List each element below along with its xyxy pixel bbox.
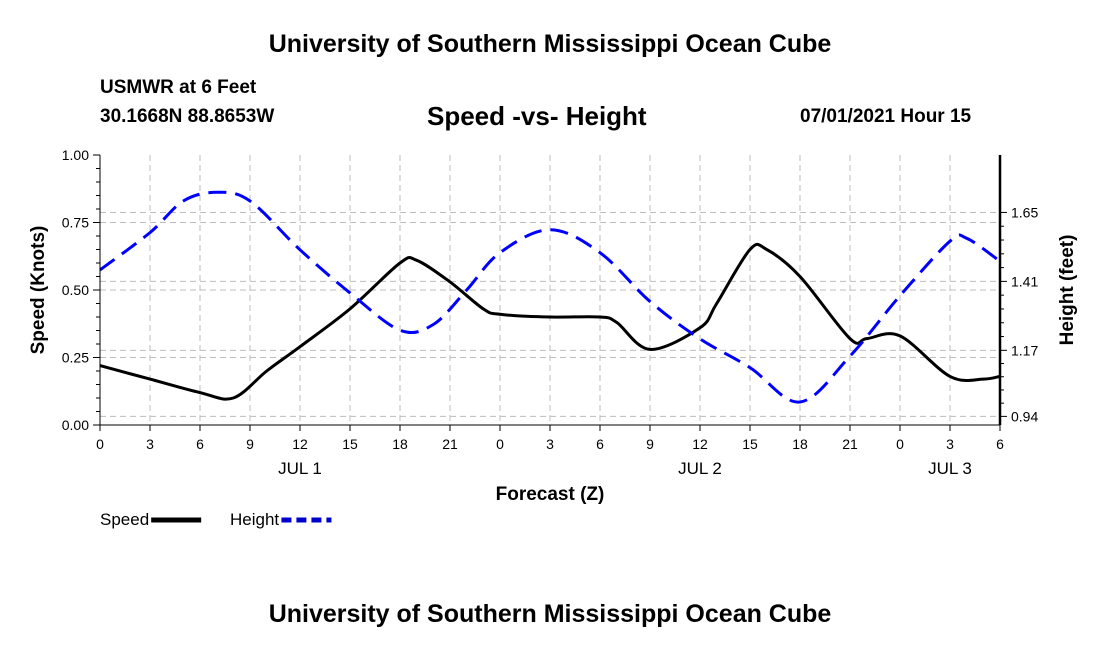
- x-tick-label: 3: [946, 436, 954, 452]
- tick-labels: 0.00 0.25 0.50 0.75 1.00 0.94 1.17 1.41 1.65 0 3 6 9…: [62, 147, 1039, 478]
- x-tick-label: 9: [646, 436, 654, 452]
- y-tick-label: 0.50: [62, 282, 89, 298]
- y2-axis-label: Height (feet): [1057, 235, 1078, 346]
- x-tick-label: 18: [792, 436, 808, 452]
- x-tick-label: 21: [842, 436, 858, 452]
- station-coordinates: 30.1668N 88.8653W: [100, 106, 275, 127]
- legend-label-height: Height: [230, 510, 279, 529]
- x-tick-label: 0: [496, 436, 504, 452]
- series-speed-line: [99, 242, 1001, 401]
- chart-title: Speed -vs- Height: [427, 101, 647, 131]
- x-axis-label: Forecast (Z): [496, 484, 605, 505]
- series-layer: [99, 190, 1001, 404]
- x-tick-label: 6: [996, 436, 1004, 452]
- legend: Speed Height: [100, 510, 332, 529]
- x-tick-label: 6: [196, 436, 204, 452]
- day-label: JUL 1: [278, 459, 322, 478]
- x-tick-label: 12: [692, 436, 708, 452]
- y2-tick-label: 1.65: [1011, 204, 1038, 220]
- x-tick-label: 12: [292, 436, 308, 452]
- y-tick-label: 0.75: [62, 215, 89, 231]
- x-tick-label: 9: [246, 436, 254, 452]
- x-tick-label: 15: [742, 436, 758, 452]
- forecast-datetime: 07/01/2021 Hour 15: [800, 106, 972, 127]
- x-tick-label: 3: [546, 436, 554, 452]
- x-tick-label: 6: [596, 436, 604, 452]
- y2-tick-label: 1.41: [1011, 273, 1038, 289]
- x-tick-label: 3: [146, 436, 154, 452]
- day-label: JUL 2: [678, 459, 722, 478]
- y-tick-label: 0.00: [62, 417, 89, 433]
- footer-title: University of Southern Mississippi Ocean…: [268, 600, 832, 628]
- x-tick-label: 15: [342, 436, 358, 452]
- page-title: University of Southern Mississippi Ocean…: [268, 30, 832, 58]
- station-name: USMWR at 6 Feet: [100, 77, 257, 98]
- day-label: JUL 3: [928, 459, 972, 478]
- x-tick-label: 18: [392, 436, 408, 452]
- speed-height-chart: 0.00 0.25 0.50 0.75 1.00 0.94 1.17 1.41 1.65 0 3 6 9…: [28, 147, 1078, 529]
- x-tick-label: 0: [96, 436, 104, 452]
- y-axis-label: Speed (Knots): [28, 226, 49, 355]
- axes-layer: [93, 154, 1007, 431]
- grid-lines: [100, 155, 1000, 425]
- x-tick-label: 21: [442, 436, 458, 452]
- y-tick-label: 1.00: [62, 147, 89, 163]
- y2-tick-label: 1.17: [1011, 342, 1038, 358]
- y-tick-label: 0.25: [62, 350, 89, 366]
- x-tick-label: 0: [896, 436, 904, 452]
- series-height-line: [99, 190, 1001, 404]
- y2-tick-label: 0.94: [1011, 408, 1038, 424]
- legend-label-speed: Speed: [100, 510, 149, 529]
